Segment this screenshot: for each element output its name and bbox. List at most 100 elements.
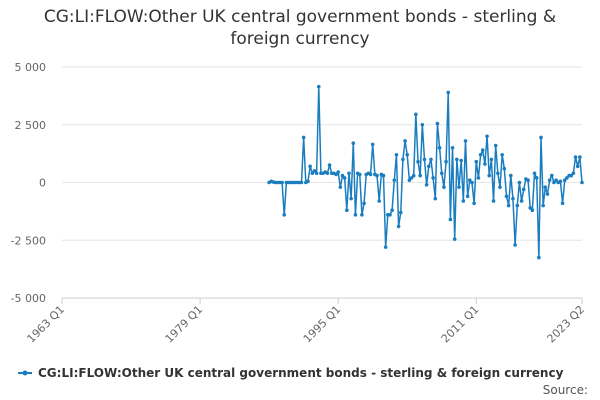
x-tick-label: 2023 Q2 bbox=[545, 303, 588, 346]
point bbox=[513, 243, 517, 247]
point bbox=[429, 157, 433, 162]
point bbox=[575, 164, 580, 169]
point bbox=[532, 171, 537, 176]
point bbox=[526, 178, 530, 182]
point bbox=[543, 185, 548, 189]
point bbox=[549, 173, 554, 178]
point bbox=[472, 201, 476, 206]
point bbox=[515, 203, 520, 208]
point bbox=[411, 173, 416, 178]
point bbox=[418, 173, 422, 178]
point bbox=[390, 208, 394, 213]
point bbox=[401, 157, 405, 162]
point bbox=[459, 158, 463, 163]
point bbox=[571, 171, 576, 176]
point bbox=[427, 164, 431, 169]
point bbox=[327, 163, 332, 167]
point bbox=[474, 159, 479, 164]
point bbox=[351, 141, 356, 146]
point bbox=[485, 134, 489, 139]
point bbox=[353, 213, 358, 217]
point bbox=[396, 224, 401, 229]
chart-title: CG:LI:FLOW:Other UK central government b… bbox=[43, 7, 557, 49]
x-tick-label: 1995 Q1 bbox=[301, 303, 344, 346]
point bbox=[342, 176, 347, 180]
point bbox=[487, 173, 492, 178]
point bbox=[403, 139, 407, 143]
point bbox=[368, 172, 373, 177]
point bbox=[345, 208, 349, 213]
point bbox=[299, 180, 304, 185]
point bbox=[502, 166, 507, 171]
point bbox=[478, 152, 483, 157]
point bbox=[480, 148, 485, 152]
point bbox=[316, 84, 321, 89]
point bbox=[498, 185, 502, 189]
x-tick-label: 1979 Q1 bbox=[163, 303, 206, 346]
point bbox=[444, 159, 448, 164]
point bbox=[314, 171, 319, 176]
point bbox=[541, 203, 545, 208]
point bbox=[554, 178, 558, 182]
y-tick-label: 0 bbox=[39, 177, 46, 190]
point bbox=[388, 213, 392, 217]
point bbox=[489, 157, 494, 162]
point bbox=[506, 203, 511, 208]
point bbox=[491, 199, 496, 203]
y-tick-label: -5 000 bbox=[11, 292, 46, 305]
point bbox=[455, 157, 459, 162]
point bbox=[336, 170, 340, 174]
point bbox=[439, 171, 444, 176]
point bbox=[446, 90, 451, 95]
point bbox=[537, 255, 541, 260]
point bbox=[301, 135, 306, 140]
legend-marker bbox=[22, 370, 28, 376]
point bbox=[521, 187, 526, 192]
point bbox=[465, 194, 470, 199]
point bbox=[424, 183, 429, 187]
point bbox=[422, 157, 427, 162]
point bbox=[496, 171, 500, 176]
point bbox=[511, 196, 515, 201]
point bbox=[463, 139, 468, 143]
point bbox=[558, 179, 563, 184]
point bbox=[569, 173, 574, 178]
point bbox=[534, 176, 539, 180]
point bbox=[562, 178, 567, 182]
point bbox=[377, 199, 381, 203]
x-tick-label: 2011 Q1 bbox=[439, 303, 482, 346]
point bbox=[457, 185, 461, 189]
point bbox=[448, 217, 453, 222]
point bbox=[381, 173, 386, 178]
point bbox=[308, 164, 312, 169]
point bbox=[370, 142, 375, 147]
point bbox=[362, 201, 366, 206]
point bbox=[580, 180, 584, 185]
point bbox=[508, 173, 513, 178]
point bbox=[552, 180, 556, 185]
source: Source: bbox=[543, 383, 588, 397]
point bbox=[340, 173, 345, 178]
point bbox=[409, 176, 414, 180]
point bbox=[437, 146, 442, 150]
point bbox=[573, 155, 578, 159]
point bbox=[468, 178, 472, 182]
point bbox=[530, 208, 535, 213]
point bbox=[306, 179, 310, 184]
point bbox=[405, 152, 410, 157]
point bbox=[312, 169, 317, 173]
point bbox=[452, 237, 457, 241]
point bbox=[565, 176, 569, 180]
point bbox=[334, 172, 338, 177]
point bbox=[450, 146, 455, 150]
point bbox=[517, 180, 522, 185]
y-tick-label: -2 500 bbox=[11, 234, 46, 247]
point bbox=[394, 152, 399, 157]
point bbox=[545, 192, 550, 196]
point bbox=[547, 178, 552, 182]
point bbox=[560, 201, 565, 206]
point bbox=[398, 210, 403, 215]
point bbox=[493, 143, 498, 148]
